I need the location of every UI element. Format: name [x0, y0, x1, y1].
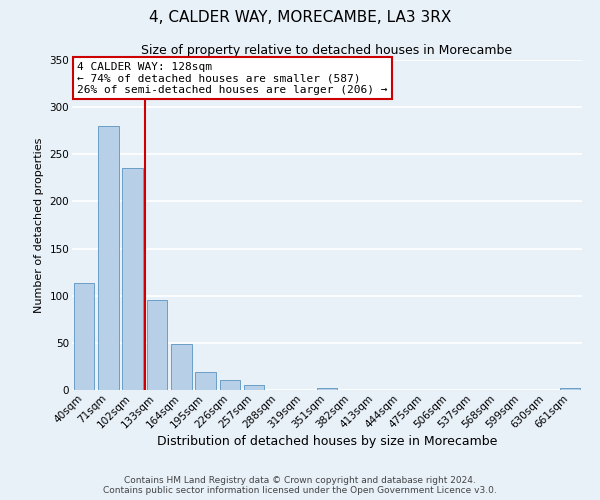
Bar: [171, 344, 191, 390]
Text: 4 CALDER WAY: 128sqm
← 74% of detached houses are smaller (587)
26% of semi-deta: 4 CALDER WAY: 128sqm ← 74% of detached h…: [77, 62, 388, 95]
Title: Size of property relative to detached houses in Morecambe: Size of property relative to detached ho…: [142, 44, 512, 58]
Text: Contains HM Land Registry data © Crown copyright and database right 2024.
Contai: Contains HM Land Registry data © Crown c…: [103, 476, 497, 495]
Bar: [74, 284, 94, 390]
Bar: [98, 126, 119, 390]
Bar: [220, 380, 240, 390]
Y-axis label: Number of detached properties: Number of detached properties: [34, 138, 44, 312]
Bar: [317, 388, 337, 390]
X-axis label: Distribution of detached houses by size in Morecambe: Distribution of detached houses by size …: [157, 435, 497, 448]
Text: 4, CALDER WAY, MORECAMBE, LA3 3RX: 4, CALDER WAY, MORECAMBE, LA3 3RX: [149, 10, 451, 25]
Bar: [122, 168, 143, 390]
Bar: [244, 386, 265, 390]
Bar: [146, 300, 167, 390]
Bar: [560, 388, 580, 390]
Bar: [195, 372, 216, 390]
